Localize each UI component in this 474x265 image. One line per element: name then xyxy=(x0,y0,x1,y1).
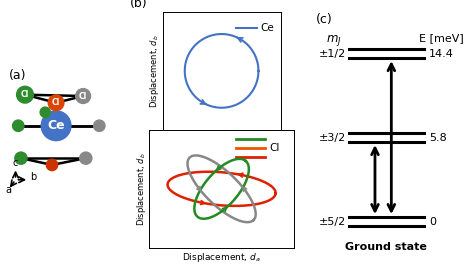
Text: Ground state: Ground state xyxy=(346,242,428,252)
Circle shape xyxy=(48,95,64,111)
Text: ±3/2: ±3/2 xyxy=(319,132,346,143)
Circle shape xyxy=(17,86,33,103)
Text: a: a xyxy=(5,185,11,195)
Text: Cl: Cl xyxy=(21,90,29,99)
Y-axis label: Displacement, $d_b$: Displacement, $d_b$ xyxy=(148,34,161,108)
Circle shape xyxy=(46,159,58,171)
Circle shape xyxy=(76,89,91,103)
Text: Ce: Ce xyxy=(47,119,65,132)
Circle shape xyxy=(94,120,105,131)
Text: Cl: Cl xyxy=(269,143,280,153)
Text: b: b xyxy=(30,173,36,183)
Circle shape xyxy=(40,107,50,117)
Text: ±1/2: ±1/2 xyxy=(319,49,346,59)
Text: Cl: Cl xyxy=(79,91,87,100)
Text: 14.4: 14.4 xyxy=(429,49,454,59)
X-axis label: Displacement, $d_a$: Displacement, $d_a$ xyxy=(182,250,261,264)
Text: (c): (c) xyxy=(316,13,333,26)
Circle shape xyxy=(41,111,71,141)
Text: 0: 0 xyxy=(429,217,436,227)
Text: Cl: Cl xyxy=(52,98,60,107)
Text: E [meV]: E [meV] xyxy=(419,33,464,43)
Text: (a): (a) xyxy=(9,69,26,82)
Text: ±5/2: ±5/2 xyxy=(319,217,346,227)
Y-axis label: Displacement, $d_b$: Displacement, $d_b$ xyxy=(135,152,148,226)
Text: 5.8: 5.8 xyxy=(429,132,447,143)
Circle shape xyxy=(80,152,92,164)
Text: $m_J$: $m_J$ xyxy=(326,33,342,48)
Circle shape xyxy=(13,120,24,131)
Circle shape xyxy=(15,152,27,164)
Text: c: c xyxy=(13,158,18,167)
Text: Ce: Ce xyxy=(261,23,274,33)
Text: (b): (b) xyxy=(129,0,147,10)
